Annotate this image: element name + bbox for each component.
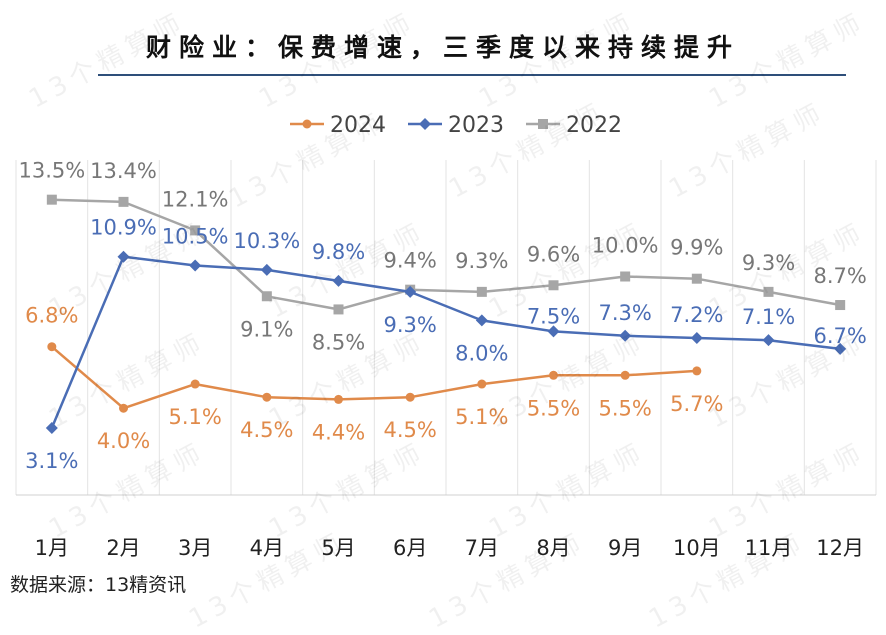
x-tick-label: 3月: [178, 536, 212, 560]
x-tick-label: 10月: [673, 536, 721, 560]
data-point-circle: [692, 366, 702, 376]
data-label-2023: 7.3%: [598, 301, 651, 325]
data-label-2024: 5.1%: [455, 405, 508, 429]
data-point-square: [46, 194, 57, 205]
data-point-square: [333, 304, 344, 315]
x-tick-label: 4月: [250, 536, 284, 560]
data-label-2023: 7.1%: [742, 305, 795, 329]
data-label-2022: 13.4%: [90, 159, 157, 183]
data-point-diamond: [475, 314, 488, 327]
data-point-diamond: [690, 331, 703, 344]
series-line-2023: [50, 255, 841, 429]
x-tick-label: 7月: [465, 536, 499, 560]
data-point-circle: [190, 379, 200, 389]
x-tick-label: 6月: [393, 536, 427, 560]
data-label-2024: 6.8%: [25, 304, 78, 328]
data-point-diamond: [419, 118, 431, 130]
data-point-square: [763, 286, 774, 297]
data-point-square: [538, 119, 548, 129]
data-label-2023: 6.7%: [813, 324, 866, 348]
x-tick-label: 12月: [816, 536, 864, 560]
data-point-circle: [620, 370, 630, 380]
data-label-2023: 8.0%: [455, 341, 508, 365]
data-point-diamond: [404, 285, 417, 298]
data-point-square: [118, 196, 129, 207]
data-label-2022: 9.3%: [455, 249, 508, 273]
data-label-2024: 4.5%: [240, 418, 293, 442]
data-label-2022: 9.3%: [742, 251, 795, 275]
data-label-2023: 3.1%: [25, 449, 78, 473]
x-tick-label: 9月: [608, 536, 642, 560]
data-label-2024: 5.1%: [168, 405, 221, 429]
x-tick-label: 8月: [536, 536, 570, 560]
data-label-2022: 8.7%: [813, 264, 866, 288]
data-point-diamond: [619, 329, 632, 342]
data-label-2022: 8.5%: [312, 330, 365, 354]
data-point-diamond: [332, 274, 345, 287]
title-underline: [98, 74, 846, 76]
data-label-2022: 13.5%: [18, 159, 85, 183]
x-tick-label: 5月: [321, 536, 355, 560]
data-label-2024: 4.0%: [97, 429, 150, 453]
data-label-2023: 9.3%: [383, 313, 436, 337]
data-label-2023: 7.2%: [670, 303, 723, 327]
legend-label-2022: 2022: [566, 113, 622, 138]
data-point-square: [620, 271, 631, 282]
legend-label-2024: 2024: [330, 113, 386, 138]
data-point-square: [476, 286, 487, 297]
data-point-diamond: [117, 250, 130, 263]
series-line-2024: [50, 345, 697, 410]
series-line-2022: [51, 198, 841, 311]
data-label-2024: 5.5%: [598, 396, 651, 420]
data-label-2022: 9.6%: [527, 242, 580, 266]
legend-label-2023: 2023: [448, 113, 504, 138]
data-point-circle: [47, 342, 57, 352]
data-label-2024: 4.5%: [383, 418, 436, 442]
data-label-2022: 12.1%: [162, 187, 229, 211]
chart-title: 财险业：保费增速，三季度以来持续提升: [145, 33, 740, 62]
data-point-circle: [302, 119, 312, 129]
data-label-2023: 9.8%: [312, 240, 365, 264]
data-label-2024: 4.4%: [312, 420, 365, 444]
data-label-2023: 7.5%: [527, 304, 580, 328]
data-label-2023: 10.9%: [90, 216, 157, 240]
data-point-square: [261, 291, 272, 302]
data-label-2024: 5.7%: [670, 392, 723, 416]
data-point-diamond: [189, 259, 202, 272]
data-point-circle: [119, 403, 128, 413]
data-point-diamond: [45, 421, 58, 434]
data-point-diamond: [762, 334, 775, 347]
data-point-diamond: [834, 342, 847, 355]
data-point-circle: [405, 392, 415, 402]
data-label-2022: 9.1%: [240, 317, 293, 341]
data-point-circle: [262, 392, 272, 402]
x-tick-label: 2月: [106, 536, 140, 560]
data-point-square: [548, 280, 559, 291]
data-point-circle: [334, 394, 343, 404]
line-chart: 1月 2月 3月 4月 5月 6月 7月 8月 9月 10月 11月 12月 6.8% 4.0% 5.1% 4…: [15, 113, 877, 560]
data-point-square: [190, 225, 201, 236]
data-label-2022: 10.0%: [592, 234, 659, 258]
data-label-2024: 5.5%: [527, 396, 580, 420]
data-point-diamond: [547, 325, 560, 338]
data-point-diamond: [260, 263, 273, 276]
data-point-square: [691, 273, 702, 284]
x-tick-label: 11月: [745, 536, 793, 560]
data-label-2023: 10.3%: [233, 229, 300, 253]
data-label-2023: 10.5%: [162, 225, 229, 249]
data-label-2022: 9.9%: [670, 236, 723, 260]
data-point-square: [835, 300, 846, 311]
data-point-circle: [549, 370, 558, 380]
data-label-2022: 9.4%: [383, 249, 436, 273]
data-point-circle: [477, 379, 487, 389]
data-source-note: 数据来源：13精资讯: [10, 574, 187, 596]
x-tick-label: 1月: [35, 536, 69, 560]
